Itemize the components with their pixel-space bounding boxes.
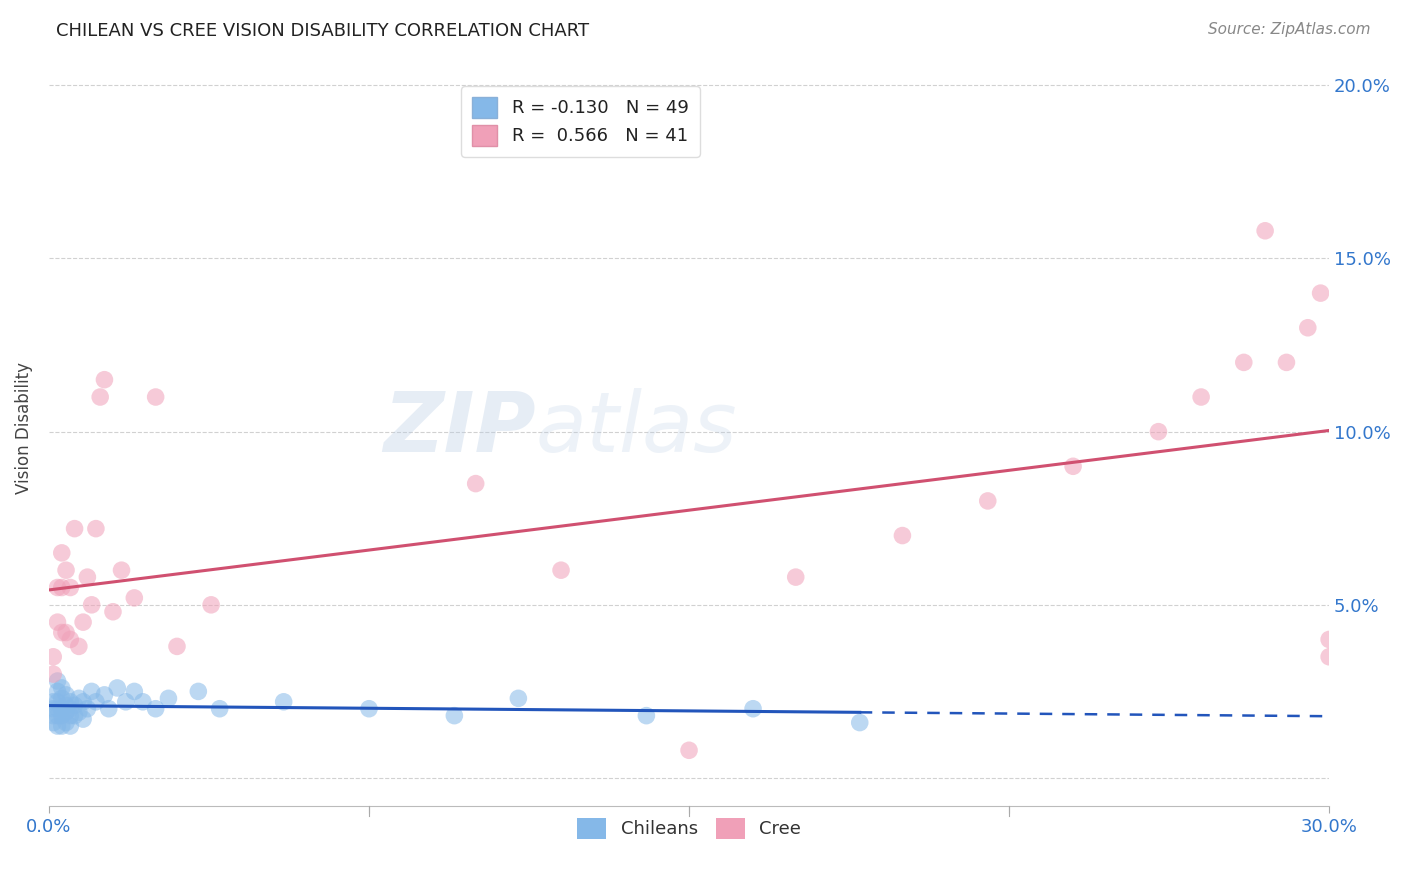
Point — [166, 640, 188, 654]
Point — [67, 640, 90, 654]
Point — [55, 688, 77, 702]
Point — [59, 581, 82, 595]
Point — [443, 708, 465, 723]
Text: CHILEAN VS CREE VISION DISABILITY CORRELATION CHART: CHILEAN VS CREE VISION DISABILITY CORREL… — [56, 22, 589, 40]
Point — [124, 591, 146, 605]
Point — [59, 719, 82, 733]
Point — [114, 695, 136, 709]
Point — [72, 615, 94, 629]
Point — [42, 695, 65, 709]
Point — [1147, 425, 1170, 439]
Point — [977, 494, 1000, 508]
Point — [1062, 459, 1084, 474]
Point — [51, 681, 73, 695]
Point — [93, 688, 115, 702]
Point — [55, 625, 77, 640]
Point — [80, 684, 103, 698]
Point — [891, 528, 914, 542]
Point — [97, 702, 120, 716]
Point — [1233, 355, 1256, 369]
Point — [51, 546, 73, 560]
Point — [46, 702, 69, 716]
Point — [67, 691, 90, 706]
Point — [46, 708, 69, 723]
Point — [46, 684, 69, 698]
Point — [51, 691, 73, 706]
Point — [357, 702, 380, 716]
Point — [76, 702, 98, 716]
Point — [1275, 355, 1298, 369]
Point — [42, 649, 65, 664]
Text: ZIP: ZIP — [382, 388, 536, 468]
Point — [550, 563, 572, 577]
Point — [89, 390, 111, 404]
Point — [80, 598, 103, 612]
Point — [63, 698, 86, 713]
Legend: Chileans, Cree: Chileans, Cree — [569, 811, 808, 846]
Point — [200, 598, 222, 612]
Point — [208, 702, 231, 716]
Point — [67, 705, 90, 719]
Point — [132, 695, 155, 709]
Point — [46, 581, 69, 595]
Point — [848, 715, 870, 730]
Point — [1317, 632, 1340, 647]
Point — [93, 373, 115, 387]
Point — [187, 684, 209, 698]
Point — [84, 695, 107, 709]
Point — [636, 708, 658, 723]
Point — [105, 681, 128, 695]
Point — [59, 702, 82, 716]
Point — [42, 702, 65, 716]
Point — [464, 476, 486, 491]
Point — [1309, 286, 1331, 301]
Point — [55, 715, 77, 730]
Point — [1189, 390, 1212, 404]
Point — [63, 708, 86, 723]
Point — [46, 615, 69, 629]
Point — [785, 570, 807, 584]
Point — [84, 522, 107, 536]
Point — [1317, 649, 1340, 664]
Point — [51, 708, 73, 723]
Point — [46, 719, 69, 733]
Point — [55, 698, 77, 713]
Point — [145, 702, 167, 716]
Point — [51, 702, 73, 716]
Point — [678, 743, 700, 757]
Y-axis label: Vision Disability: Vision Disability — [15, 362, 32, 494]
Point — [63, 522, 86, 536]
Point — [42, 715, 65, 730]
Point — [72, 695, 94, 709]
Point — [76, 570, 98, 584]
Point — [59, 695, 82, 709]
Text: atlas: atlas — [536, 388, 737, 468]
Point — [42, 667, 65, 681]
Point — [42, 708, 65, 723]
Text: Source: ZipAtlas.com: Source: ZipAtlas.com — [1208, 22, 1371, 37]
Point — [157, 691, 180, 706]
Point — [55, 563, 77, 577]
Point — [46, 695, 69, 709]
Point — [72, 712, 94, 726]
Point — [59, 632, 82, 647]
Point — [51, 719, 73, 733]
Point — [51, 581, 73, 595]
Point — [46, 673, 69, 688]
Point — [273, 695, 295, 709]
Point — [1296, 320, 1319, 334]
Point — [508, 691, 530, 706]
Point — [124, 684, 146, 698]
Point — [110, 563, 132, 577]
Point — [1254, 224, 1277, 238]
Point — [145, 390, 167, 404]
Point — [51, 625, 73, 640]
Point — [742, 702, 765, 716]
Point — [101, 605, 124, 619]
Point — [59, 708, 82, 723]
Point — [55, 705, 77, 719]
